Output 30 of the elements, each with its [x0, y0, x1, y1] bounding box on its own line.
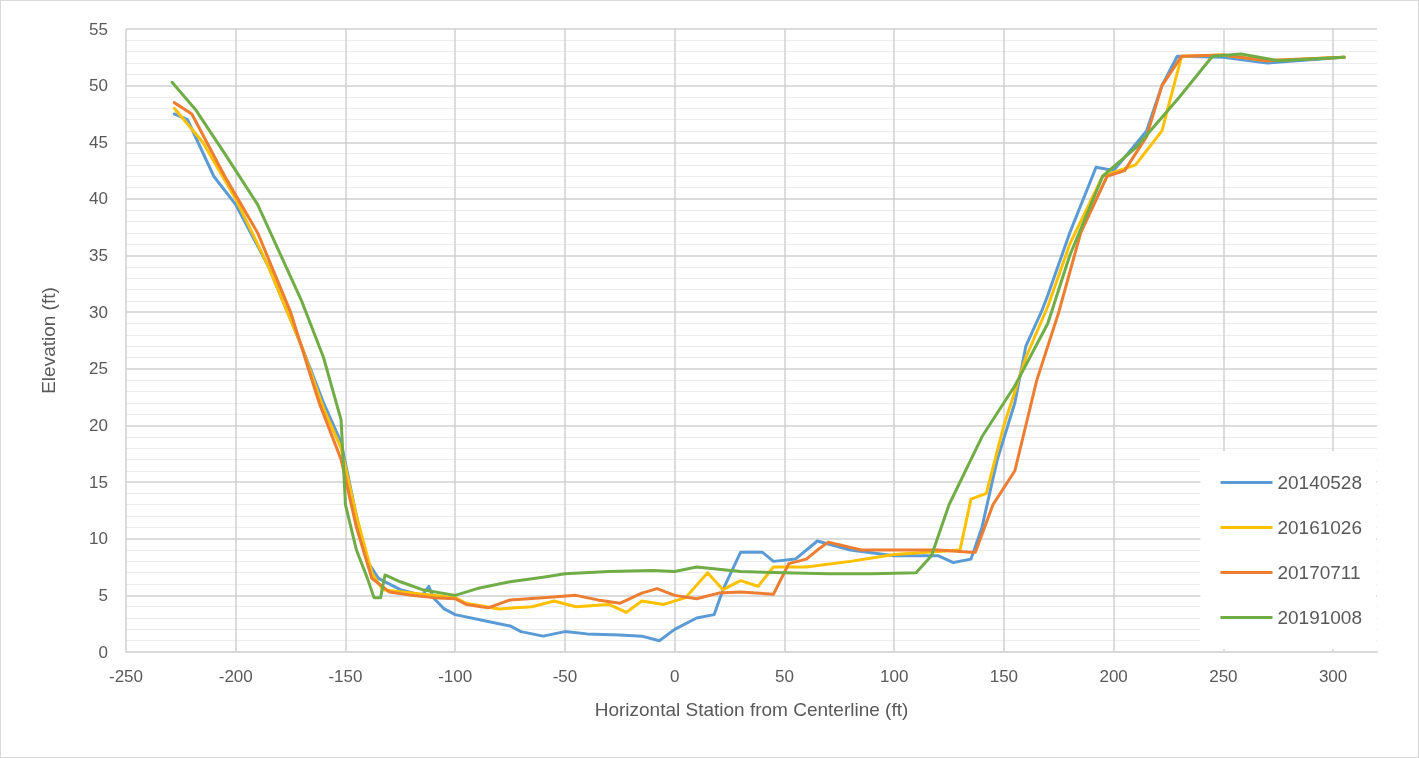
x-axis-title: Horizontal Station from Centerline (ft): [594, 699, 909, 720]
x-tick-label: 150: [989, 667, 1019, 686]
y-tick-label: 0: [98, 642, 108, 662]
x-tick-label: 200: [1099, 667, 1128, 686]
x-tick-label: -50: [552, 667, 578, 686]
legend-label: 20170711: [1277, 562, 1361, 583]
x-tick-label: 250: [1209, 667, 1238, 686]
legend-label: 20140528: [1277, 472, 1363, 493]
x-tick-label: -100: [438, 667, 473, 686]
y-tick-label: 35: [89, 246, 108, 266]
y-tick-label: 10: [89, 529, 108, 549]
x-tick-label: 300: [1318, 667, 1348, 686]
x-tick-label: 50: [774, 667, 794, 686]
y-tick-label: 25: [89, 359, 108, 379]
legend-label: 20161026: [1277, 517, 1363, 538]
x-tick-label: -200: [218, 667, 253, 686]
x-tick-label: -150: [328, 667, 363, 686]
legend-label: 20191008: [1277, 607, 1363, 628]
y-tick-label: 55: [89, 19, 108, 39]
x-tick-label: 100: [879, 667, 909, 686]
y-tick-label: 45: [89, 132, 108, 152]
y-tick-label: 5: [98, 585, 108, 605]
y-tick-label: 15: [89, 472, 108, 492]
y-tick-label: 40: [89, 189, 108, 209]
y-tick-label: 50: [89, 76, 108, 96]
x-tick-label: 0: [669, 667, 680, 686]
x-tick-label: -250: [108, 667, 144, 686]
y-axis-title: Elevation (ft): [38, 287, 59, 394]
y-tick-label: 20: [89, 415, 108, 435]
y-tick-label: 30: [89, 302, 108, 322]
